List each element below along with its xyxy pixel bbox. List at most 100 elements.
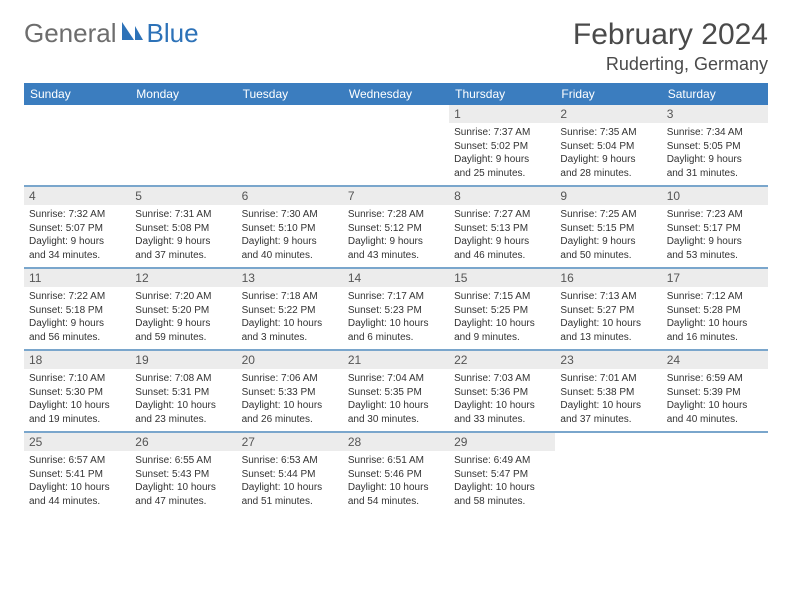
sunrise-line: Sunrise: 7:12 AM [667,290,763,304]
sunset-line: Sunset: 5:36 PM [454,386,550,400]
daylight-line: and 59 minutes. [135,331,231,345]
day-content: Sunrise: 6:57 AMSunset: 5:41 PMDaylight:… [24,451,130,513]
day-of-week-header: SundayMondayTuesdayWednesdayThursdayFrid… [24,83,768,105]
daylight-line: and 47 minutes. [135,495,231,509]
sunset-line: Sunset: 5:08 PM [135,222,231,236]
day-content: Sunrise: 7:22 AMSunset: 5:18 PMDaylight:… [24,287,130,349]
sunrise-line: Sunrise: 7:23 AM [667,208,763,222]
logo: General Blue [24,18,199,49]
calendar-day: 27Sunrise: 6:53 AMSunset: 5:44 PMDayligh… [237,433,343,513]
location: Ruderting, Germany [573,54,768,75]
sunset-line: Sunset: 5:30 PM [29,386,125,400]
daylight-line: and 6 minutes. [348,331,444,345]
daylight-line: Daylight: 9 hours [667,153,763,167]
daylight-line: Daylight: 9 hours [560,235,656,249]
day-content: Sunrise: 7:31 AMSunset: 5:08 PMDaylight:… [130,205,236,267]
day-number: 17 [662,269,768,287]
sunset-line: Sunset: 5:35 PM [348,386,444,400]
calendar-day: 14Sunrise: 7:17 AMSunset: 5:23 PMDayligh… [343,269,449,349]
daylight-line: Daylight: 10 hours [29,481,125,495]
sunrise-line: Sunrise: 7:32 AM [29,208,125,222]
calendar-day: 2Sunrise: 7:35 AMSunset: 5:04 PMDaylight… [555,105,661,185]
daylight-line: Daylight: 9 hours [135,235,231,249]
daylight-line: Daylight: 9 hours [29,317,125,331]
calendar-day: 10Sunrise: 7:23 AMSunset: 5:17 PMDayligh… [662,187,768,267]
day-content: Sunrise: 7:13 AMSunset: 5:27 PMDaylight:… [555,287,661,349]
dow-cell: Wednesday [343,83,449,105]
day-number: 22 [449,351,555,369]
day-content: Sunrise: 7:30 AMSunset: 5:10 PMDaylight:… [237,205,343,267]
calendar-day: 22Sunrise: 7:03 AMSunset: 5:36 PMDayligh… [449,351,555,431]
day-content: Sunrise: 7:37 AMSunset: 5:02 PMDaylight:… [449,123,555,185]
day-number: 19 [130,351,236,369]
calendar-day: 11Sunrise: 7:22 AMSunset: 5:18 PMDayligh… [24,269,130,349]
sunrise-line: Sunrise: 6:49 AM [454,454,550,468]
sunrise-line: Sunrise: 7:10 AM [29,372,125,386]
sunset-line: Sunset: 5:46 PM [348,468,444,482]
day-content: Sunrise: 6:55 AMSunset: 5:43 PMDaylight:… [130,451,236,513]
day-number: 29 [449,433,555,451]
sunrise-line: Sunrise: 7:01 AM [560,372,656,386]
day-number: 28 [343,433,449,451]
sunset-line: Sunset: 5:23 PM [348,304,444,318]
sunset-line: Sunset: 5:17 PM [667,222,763,236]
day-number: 1 [449,105,555,123]
calendar-day: 19Sunrise: 7:08 AMSunset: 5:31 PMDayligh… [130,351,236,431]
daylight-line: Daylight: 10 hours [454,399,550,413]
day-content: Sunrise: 7:06 AMSunset: 5:33 PMDaylight:… [237,369,343,431]
day-number: 23 [555,351,661,369]
sunset-line: Sunset: 5:33 PM [242,386,338,400]
daylight-line: Daylight: 10 hours [560,399,656,413]
day-number: 11 [24,269,130,287]
calendar-day: 1Sunrise: 7:37 AMSunset: 5:02 PMDaylight… [449,105,555,185]
daylight-line: and 54 minutes. [348,495,444,509]
calendar-day [555,433,661,513]
calendar-day: 6Sunrise: 7:30 AMSunset: 5:10 PMDaylight… [237,187,343,267]
daylight-line: Daylight: 10 hours [242,481,338,495]
day-number: 2 [555,105,661,123]
day-content: Sunrise: 7:23 AMSunset: 5:17 PMDaylight:… [662,205,768,267]
sunrise-line: Sunrise: 7:06 AM [242,372,338,386]
daylight-line: Daylight: 9 hours [348,235,444,249]
daylight-line: Daylight: 10 hours [242,399,338,413]
day-number: 10 [662,187,768,205]
day-content: Sunrise: 7:35 AMSunset: 5:04 PMDaylight:… [555,123,661,185]
sunset-line: Sunset: 5:20 PM [135,304,231,318]
calendar-week: 11Sunrise: 7:22 AMSunset: 5:18 PMDayligh… [24,267,768,349]
sunset-line: Sunset: 5:05 PM [667,140,763,154]
calendar-day [662,433,768,513]
day-number: 13 [237,269,343,287]
calendar-day: 7Sunrise: 7:28 AMSunset: 5:12 PMDaylight… [343,187,449,267]
day-number: 12 [130,269,236,287]
sunset-line: Sunset: 5:27 PM [560,304,656,318]
day-content: Sunrise: 7:15 AMSunset: 5:25 PMDaylight:… [449,287,555,349]
daylight-line: Daylight: 10 hours [348,317,444,331]
sunrise-line: Sunrise: 7:37 AM [454,126,550,140]
sunset-line: Sunset: 5:43 PM [135,468,231,482]
sunset-line: Sunset: 5:13 PM [454,222,550,236]
calendar-day: 18Sunrise: 7:10 AMSunset: 5:30 PMDayligh… [24,351,130,431]
day-number: 3 [662,105,768,123]
day-number: 8 [449,187,555,205]
day-content: Sunrise: 7:32 AMSunset: 5:07 PMDaylight:… [24,205,130,267]
calendar-page: General Blue February 2024 Ruderting, Ge… [0,0,792,531]
calendar-day: 21Sunrise: 7:04 AMSunset: 5:35 PMDayligh… [343,351,449,431]
calendar-week: 1Sunrise: 7:37 AMSunset: 5:02 PMDaylight… [24,105,768,185]
sunset-line: Sunset: 5:04 PM [560,140,656,154]
daylight-line: Daylight: 9 hours [29,235,125,249]
daylight-line: and 19 minutes. [29,413,125,427]
sunset-line: Sunset: 5:25 PM [454,304,550,318]
calendar-day: 24Sunrise: 6:59 AMSunset: 5:39 PMDayligh… [662,351,768,431]
daylight-line: and 37 minutes. [560,413,656,427]
daylight-line: Daylight: 9 hours [454,153,550,167]
sunrise-line: Sunrise: 7:34 AM [667,126,763,140]
sunset-line: Sunset: 5:39 PM [667,386,763,400]
dow-cell: Tuesday [237,83,343,105]
day-content: Sunrise: 7:28 AMSunset: 5:12 PMDaylight:… [343,205,449,267]
daylight-line: and 23 minutes. [135,413,231,427]
daylight-line: Daylight: 10 hours [454,317,550,331]
sunset-line: Sunset: 5:22 PM [242,304,338,318]
daylight-line: Daylight: 10 hours [667,399,763,413]
calendar-day: 4Sunrise: 7:32 AMSunset: 5:07 PMDaylight… [24,187,130,267]
daylight-line: and 34 minutes. [29,249,125,263]
